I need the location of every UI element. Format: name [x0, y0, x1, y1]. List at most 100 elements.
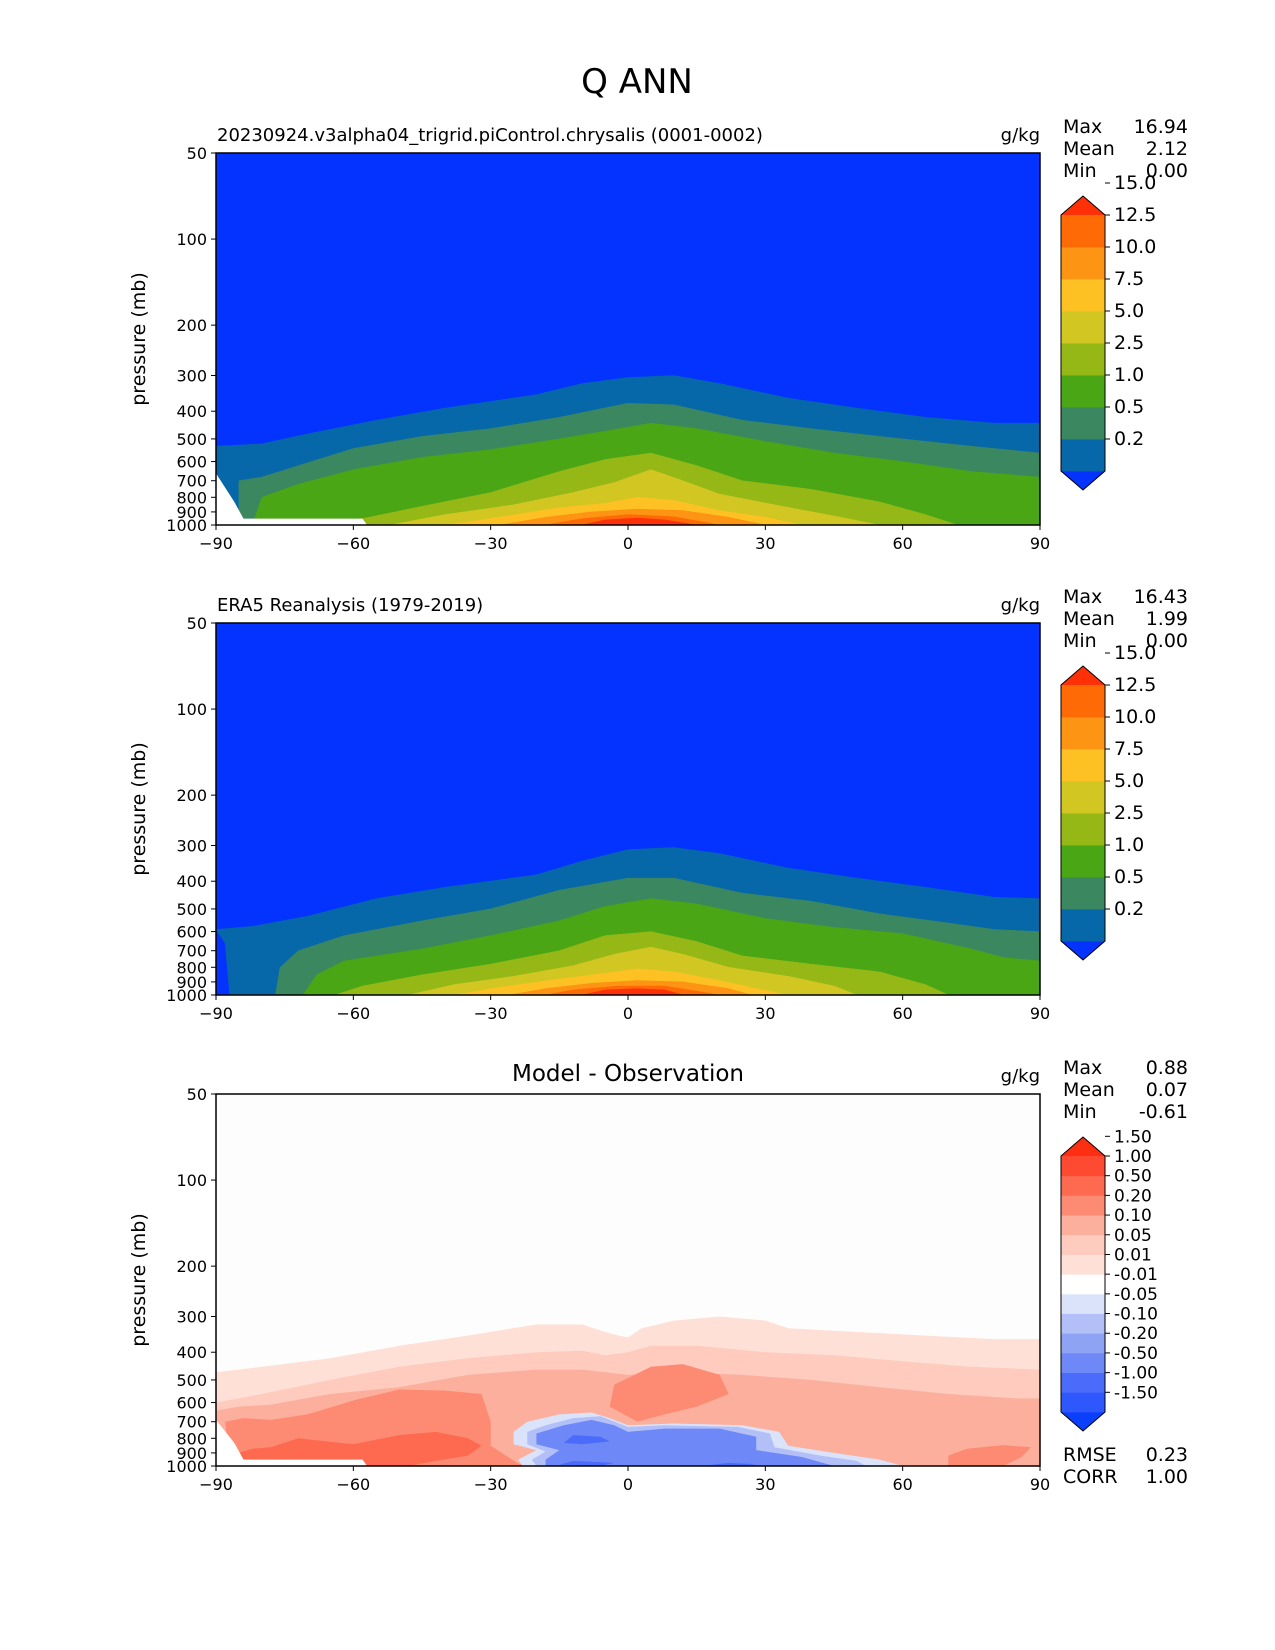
colorbar-swatch: [1061, 1333, 1105, 1354]
colorbar-tick-label: -0.05: [1114, 1285, 1158, 1305]
colorbar-swatch: [1061, 1254, 1105, 1275]
colorbar-swatch: [1061, 813, 1105, 846]
y-tick-label: 200: [176, 316, 207, 335]
y-tick-label: 800: [176, 958, 207, 977]
diff-region--0.50: [563, 1435, 610, 1445]
colorbar-tick-label: 0.10: [1114, 1206, 1152, 1226]
diff-region-0.50: [609, 1364, 729, 1422]
x-tick-label: 30: [755, 1475, 775, 1494]
stat-label: Mean: [1063, 138, 1115, 160]
x-tick-label: 90: [1030, 1475, 1050, 1494]
missing-data-region: [216, 1419, 368, 1466]
x-tick-label: 30: [755, 1004, 775, 1023]
figure-title: Q ANN: [581, 62, 693, 102]
colorbar-tick-label: 0.50: [1114, 1167, 1152, 1187]
stat-value: 2.12: [1146, 138, 1188, 160]
diff-region--0.50: [559, 1460, 615, 1466]
colorbar-tick-label: 10.0: [1114, 236, 1156, 258]
y-tick-label: 300: [176, 836, 207, 855]
y-tick-label: 100: [176, 700, 207, 719]
colorbar-swatch: [1061, 717, 1105, 750]
colorbar-tick-label: 2.5: [1114, 332, 1144, 354]
stat-label: Max: [1063, 116, 1102, 138]
diff-region--0.20: [536, 1419, 834, 1466]
colorbar-swatch: [1061, 1313, 1105, 1334]
colorbar-swatch: [1061, 1156, 1105, 1177]
stat-value: 0.00: [1146, 630, 1188, 652]
y-tick-label: 50: [187, 144, 207, 163]
colorbar-tick-label: 1.50: [1114, 1127, 1152, 1147]
colorbar-tick-label: -1.00: [1114, 1364, 1158, 1384]
colorbar-extend-max: [1061, 196, 1105, 215]
stat-label: CORR: [1063, 1466, 1118, 1488]
colorbar-swatch: [1061, 1293, 1105, 1314]
diff-region-1.00: [238, 1431, 482, 1466]
x-tick-label: 0: [623, 1475, 633, 1494]
plot-area: [216, 153, 1040, 525]
colorbar-tick-label: 15.0: [1114, 172, 1156, 194]
y-tick-label: 400: [176, 1343, 207, 1362]
y-tick-label: 1000: [166, 986, 207, 1005]
colorbar-tick-label: 0.2: [1114, 898, 1144, 920]
y-tick-label: 700: [176, 1413, 207, 1432]
colorbar-tick-label: 2.5: [1114, 802, 1144, 824]
x-tick-label: 0: [623, 534, 633, 553]
y-tick-label: 700: [176, 942, 207, 961]
stat-value: 16.94: [1134, 116, 1188, 138]
colorbar-swatch: [1061, 439, 1105, 472]
colorbar-swatch: [1061, 1195, 1105, 1216]
colorbar-tick-label: 0.01: [1114, 1245, 1152, 1265]
colorbar-extend-max: [1061, 1137, 1105, 1156]
colorbar-tick-label: 0.2: [1114, 428, 1144, 450]
colorbar-tick-label: 1.0: [1114, 834, 1144, 856]
colorbar-extend-min: [1061, 1412, 1105, 1431]
y-tick-label: 400: [176, 402, 207, 421]
colorbar-swatch: [1061, 247, 1105, 280]
colorbar-tick-label: 0.20: [1114, 1186, 1152, 1206]
plot-area: [216, 1094, 1040, 1466]
y-tick-label: 300: [176, 366, 207, 385]
x-tick-label: 0: [623, 1004, 633, 1023]
stat-value: 0.88: [1146, 1057, 1188, 1079]
y-tick-label: 200: [176, 786, 207, 805]
colorbar-outline: [1060, 665, 1106, 961]
colorbar-swatch: [1061, 845, 1105, 878]
stat-label: Mean: [1063, 1079, 1115, 1101]
y-tick-label: 300: [176, 1307, 207, 1326]
colorbar-tick-label: -1.50: [1114, 1383, 1158, 1403]
colorbar-swatch: [1061, 279, 1105, 312]
colorbar-tick-label: 12.5: [1114, 204, 1156, 226]
colorbar-tick-label: 5.0: [1114, 300, 1144, 322]
y-tick-label: 900: [176, 973, 207, 992]
stat-value: 16.43: [1134, 586, 1188, 608]
stat-value: 0.23: [1146, 1444, 1188, 1466]
colorbar-tick-label: -0.20: [1114, 1324, 1158, 1344]
stat-label: Mean: [1063, 608, 1115, 630]
colorbar-tick-label: 15.0: [1114, 642, 1156, 664]
colorbar-tick-label: 0.05: [1114, 1226, 1152, 1246]
colorbar-extend-min: [1061, 471, 1105, 490]
panel-title: ERA5 Reanalysis (1979-2019): [217, 595, 483, 616]
colorbar-swatch: [1061, 1274, 1105, 1295]
y-tick-label: 200: [176, 1257, 207, 1276]
y-tick-label: 600: [176, 1394, 207, 1413]
colorbar-swatch: [1061, 1372, 1105, 1393]
colorbar-tick-label: 1.0: [1114, 364, 1144, 386]
colorbar-swatch: [1061, 1234, 1105, 1255]
x-tick-label: −30: [474, 1004, 508, 1023]
y-tick-label: 100: [176, 230, 207, 249]
colorbar: -1.50-1.00-0.50-0.20-0.10-0.05-0.010.010…: [1060, 1127, 1158, 1432]
colorbar-tick-label: 5.0: [1114, 770, 1144, 792]
y-axis-label: pressure (mb): [128, 742, 150, 876]
colorbar-swatch: [1061, 1392, 1105, 1413]
colorbar-swatch: [1061, 781, 1105, 814]
y-tick-label: 500: [176, 430, 207, 449]
colorbar-extend-min: [1061, 941, 1105, 960]
y-tick-label: 900: [176, 1444, 207, 1463]
colorbar-tick-label: 12.5: [1114, 674, 1156, 696]
panel-title: Model - Observation: [512, 1061, 744, 1087]
stat-value: 0.07: [1146, 1079, 1188, 1101]
colorbar-tick-label: -0.10: [1114, 1305, 1158, 1325]
